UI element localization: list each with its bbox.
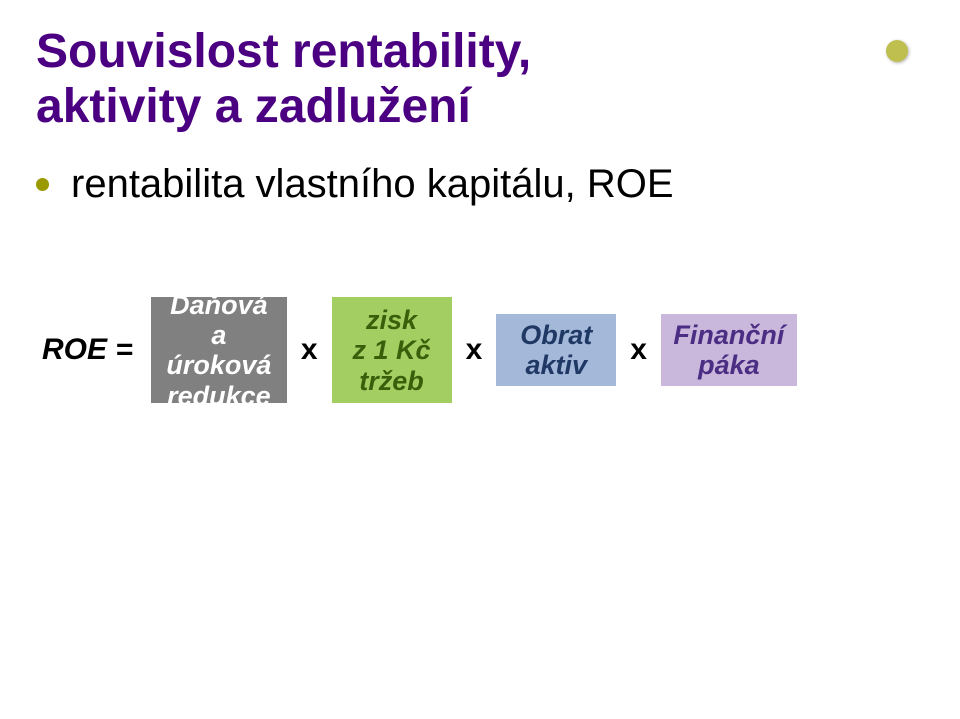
box3-line2: aktiv (525, 350, 587, 380)
formula-lhs: ROE = (42, 333, 133, 367)
box2-line3: tržeb (359, 366, 424, 396)
box1-line1: Daňová a (163, 290, 275, 350)
multiply-op-1: x (301, 333, 318, 367)
box-asset-turnover: Obrat aktiv (496, 314, 616, 386)
slide: Souvislost rentability, aktivity a zadlu… (0, 0, 960, 719)
roe-formula: ROE = Daňová a úroková redukce x zisk z … (42, 297, 924, 403)
bullet-dot-icon (36, 178, 49, 191)
bullet-text: rentabilita vlastního kapitálu, ROE (71, 162, 674, 207)
title-line-2: aktivity a zadlužení (36, 80, 471, 133)
box2-line1: zisk (366, 305, 417, 335)
box-financial-leverage: Finanční páka (661, 314, 797, 386)
box4-line1: Finanční (673, 320, 784, 350)
box-profit-per-revenue: zisk z 1 Kč tržeb (332, 297, 452, 403)
box1-line2: úroková (166, 350, 271, 380)
slide-title: Souvislost rentability, aktivity a zadlu… (36, 24, 924, 134)
title-line-1: Souvislost rentability, (36, 25, 531, 78)
multiply-op-2: x (466, 333, 483, 367)
multiply-op-3: x (630, 333, 647, 367)
box-tax-interest-reduction: Daňová a úroková redukce (151, 297, 287, 403)
decorative-dot (886, 40, 908, 62)
box4-line2: páka (698, 350, 760, 380)
box3-line1: Obrat (520, 320, 592, 350)
box1-line3: redukce (167, 381, 271, 411)
box2-line2: z 1 Kč (353, 335, 431, 365)
bullet-item: rentabilita vlastního kapitálu, ROE (36, 162, 924, 207)
